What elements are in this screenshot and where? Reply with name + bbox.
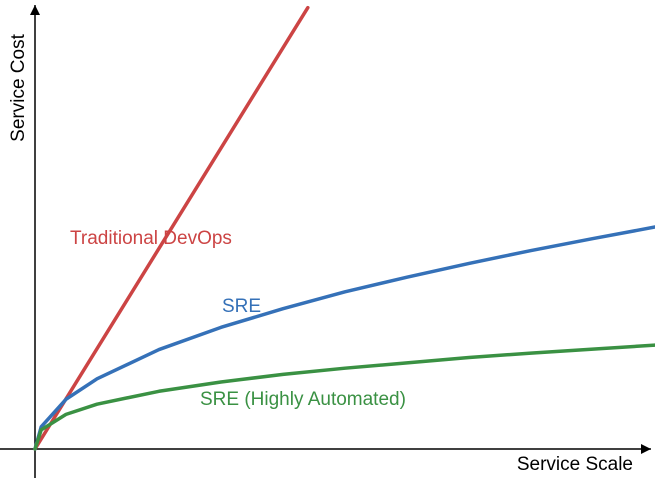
series-label: SRE (222, 296, 261, 317)
x-axis-label: Service Scale (517, 454, 633, 475)
plot-area: Traditional DevOps SRE SRE (Highly Automat… (33, 5, 655, 451)
series-label: SRE (Highly Automated) (200, 389, 406, 410)
series-line (33, 343, 655, 451)
series-label: Traditional DevOps (70, 228, 232, 249)
series-line (33, 5, 310, 451)
y-axis-label: Service Cost (8, 33, 29, 141)
series-line (33, 225, 655, 451)
